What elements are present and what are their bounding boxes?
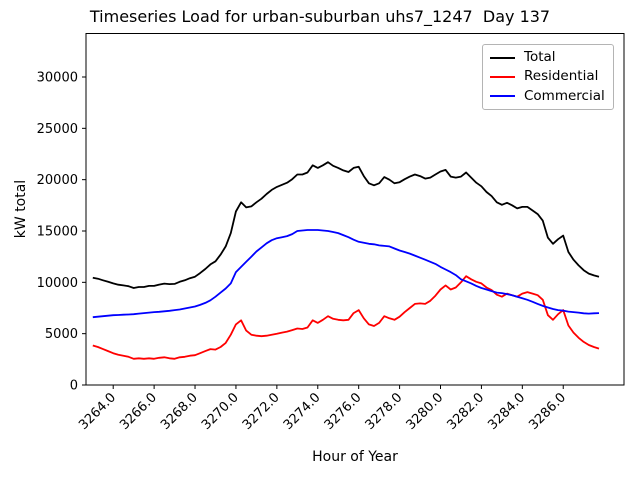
legend-entry-commercial: Commercial	[490, 87, 606, 104]
y-tick-label: 10000	[37, 276, 78, 291]
series-line-total	[92, 161, 600, 289]
series-line-residential	[92, 275, 600, 360]
x-tick-label: 3280.0	[404, 390, 447, 433]
axes-spines	[85, 33, 625, 386]
legend-entry-total: Total	[490, 48, 606, 65]
y-axis-label: kW total	[13, 179, 29, 239]
legend-line-residential-icon	[490, 75, 515, 78]
x-tick-label: 3272.0	[240, 390, 283, 433]
y-tick-label: 5000	[45, 327, 78, 342]
legend-entry-residential: Residential	[490, 70, 606, 84]
y-tick-label: 30000	[37, 70, 78, 85]
legend: Total Residential Commercial	[482, 44, 614, 110]
x-tick-label: 3282.0	[444, 390, 487, 433]
y-tick-label: 15000	[37, 224, 78, 239]
x-tick-label: 3270.0	[199, 390, 242, 433]
chart-title: Timeseries Load for urban-suburban uhs7_…	[89, 7, 551, 26]
x-tick-label: 3278.0	[363, 390, 406, 433]
x-tick-label: 3266.0	[117, 390, 160, 433]
legend-label-commercial: Commercial	[524, 87, 605, 104]
x-tick-label: 3276.0	[322, 390, 365, 433]
x-tick-label: 3274.0	[281, 390, 324, 433]
legend-label-total: Total	[524, 48, 556, 65]
x-tick-label: 3286.0	[526, 390, 569, 433]
x-tick-label: 3284.0	[485, 390, 528, 433]
x-tick-label: 3264.0	[76, 390, 119, 433]
series-line-commercial	[92, 229, 600, 319]
legend-line-total-icon	[490, 56, 515, 59]
x-tick-label: 3268.0	[158, 390, 201, 433]
legend-line-commercial-icon	[490, 95, 515, 98]
y-tick-label: 25000	[37, 122, 78, 137]
x-axis-label: Hour of Year	[312, 449, 398, 465]
legend-label-residential: Residential	[524, 68, 599, 85]
y-tick-label: 0	[70, 379, 78, 394]
y-tick-label: 20000	[37, 173, 78, 188]
